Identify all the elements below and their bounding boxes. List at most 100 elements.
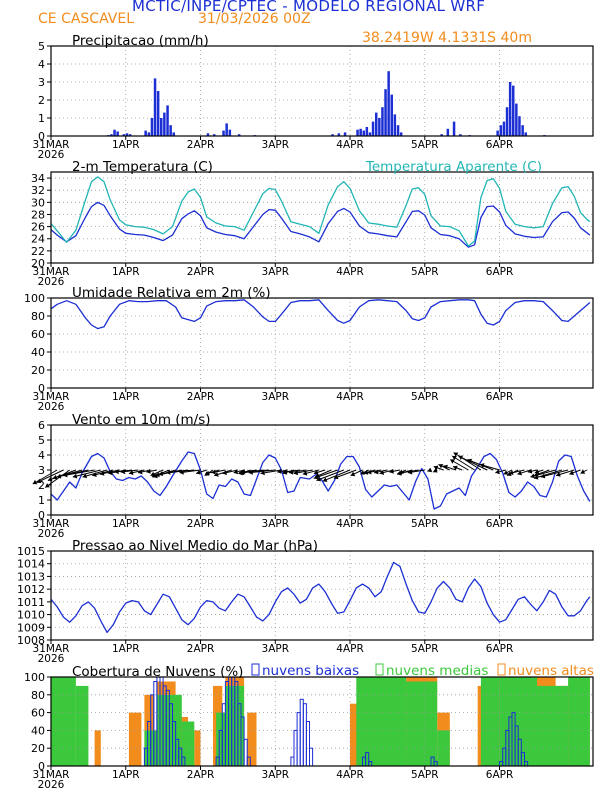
precip-bar — [387, 71, 390, 136]
wind-arrow-head — [63, 472, 68, 478]
rh-ytick-label: 100 — [24, 292, 45, 305]
precip-bar — [153, 78, 157, 136]
wind-arrow-head — [36, 478, 42, 484]
precip-bar — [331, 134, 334, 136]
precip-bar — [172, 132, 175, 136]
precip-ytick-label: 5 — [38, 40, 45, 53]
temp-xtick-label: 2APR — [187, 266, 215, 278]
clouds-ytick-label: 40 — [31, 724, 45, 737]
clouds-ytick-label: 100 — [24, 671, 45, 684]
precip-bar — [237, 134, 241, 136]
wind-arrow-head — [517, 470, 522, 476]
wind-arrow-head — [52, 474, 58, 480]
wind-arrow-head — [495, 469, 500, 475]
precip-xtick-label: 3APR — [262, 139, 290, 151]
clouds-xtick-label: 5APR — [411, 769, 439, 781]
clouds-ytick-label: 80 — [31, 689, 45, 702]
precip-bar — [156, 91, 160, 136]
precip-ytick-label: 1 — [38, 112, 45, 125]
rh-xtick-label: 1APR — [112, 391, 140, 403]
wind-arrow-head — [467, 458, 473, 464]
slp-xtick-label: 4APR — [336, 643, 364, 655]
precip-bar — [356, 129, 359, 136]
cloud-nuvens-medias-bar — [216, 712, 226, 766]
precip-bar — [113, 129, 116, 136]
wind-arrow-head — [260, 470, 265, 476]
precip-bar — [508, 82, 512, 136]
precip-bar — [222, 130, 225, 136]
wind-arrow-head — [313, 469, 319, 475]
clouds-xtick-label: 1APR — [112, 769, 140, 781]
wind-arrow-head — [527, 468, 533, 474]
temp-title-apparent: Temperatura Aparente (C) — [365, 159, 542, 175]
wind-arrow-head — [379, 470, 385, 475]
rh-ytick-label: 80 — [31, 310, 45, 323]
clouds-xtick-sublabel: 2026 — [38, 779, 65, 791]
wind-arrow-head — [540, 473, 546, 479]
wind-arrow-head — [458, 455, 464, 460]
wind-arrow-head — [196, 469, 201, 475]
precip-bar — [359, 128, 362, 136]
slp-series-pressao — [50, 561, 591, 634]
wind-xtick-label: 6APR — [486, 518, 514, 530]
wind-arrow-head — [302, 470, 308, 476]
temp-ytick-label: 24 — [31, 233, 45, 246]
clouds-xtick-label: 3APR — [262, 769, 290, 781]
precip-ytick-label: 3 — [38, 76, 45, 89]
precip-bar — [440, 134, 443, 136]
wind-arrow-head — [374, 469, 379, 475]
wind-arrow — [333, 469, 357, 479]
wind-arrow-head — [580, 469, 586, 474]
temp-frame — [50, 171, 594, 264]
slp-xtick-label: 1APR — [112, 643, 140, 655]
wind-arrow-head — [241, 469, 246, 475]
rh-xtick-label: 3APR — [262, 391, 290, 403]
clouds-ytick-label: 60 — [31, 707, 45, 720]
slp-xtick-sublabel: 2026 — [38, 653, 65, 665]
precip-bar — [225, 123, 228, 136]
precip-title: Precipitacao (mm/h) — [72, 33, 209, 49]
precip-ytick-label: 2 — [38, 94, 45, 107]
wind-title: Vento em 10m (m/s) — [72, 412, 211, 428]
precip-bar — [213, 134, 216, 136]
wind-ytick-label: 3 — [38, 464, 45, 477]
wind-ytick-label: 0 — [38, 509, 45, 522]
temp-ytick-label: 32 — [31, 184, 45, 197]
temp-series-2-m-temperatura-c- — [50, 201, 591, 248]
precip-bar — [505, 107, 509, 136]
precip-bar — [163, 112, 166, 136]
slp-title: Pressao ao Nivel Medio do Mar (hPa) — [72, 538, 318, 554]
wind-arrow-head — [322, 477, 328, 482]
wind-arrow-head — [211, 469, 216, 475]
wind-arrow-head — [389, 468, 394, 474]
precip-bar — [378, 118, 381, 136]
wind-arrow-head — [480, 463, 485, 468]
slp-ytick-label: 1011 — [17, 596, 45, 609]
precip-bar — [337, 133, 341, 136]
precip-bar — [381, 107, 384, 136]
wind-arrow-head — [114, 469, 119, 475]
wind-arrow-head — [166, 469, 171, 475]
wind-arrow — [533, 469, 563, 479]
clouds-ytick-label: 0 — [38, 760, 45, 773]
wind-arrow-head — [450, 459, 455, 464]
precip-bar — [362, 130, 365, 136]
temp-ytick-label: 28 — [31, 208, 45, 221]
temp-ytick-label: 26 — [31, 221, 45, 234]
wind-arrow-head — [453, 465, 458, 471]
wind-arrow-head — [222, 470, 227, 476]
wind-xtick-label: 31MAR — [33, 518, 70, 530]
temp-xtick-label: 4APR — [336, 266, 364, 278]
wind-arrow-head — [45, 483, 50, 488]
wind-arrow — [44, 469, 70, 488]
wind-arrow-head — [155, 472, 160, 478]
rh-ytick-label: 40 — [31, 346, 45, 359]
wind-arrow-head — [282, 469, 287, 475]
temp-xtick-label: 31MAR — [33, 266, 70, 278]
clouds-title: Cobertura de Nuvens (%) — [72, 664, 243, 680]
precip-bar — [524, 132, 527, 136]
wind-arrow — [540, 469, 569, 478]
rh-frame — [50, 297, 594, 389]
wind-arrow-head — [350, 471, 356, 477]
precip-bar — [499, 125, 503, 136]
